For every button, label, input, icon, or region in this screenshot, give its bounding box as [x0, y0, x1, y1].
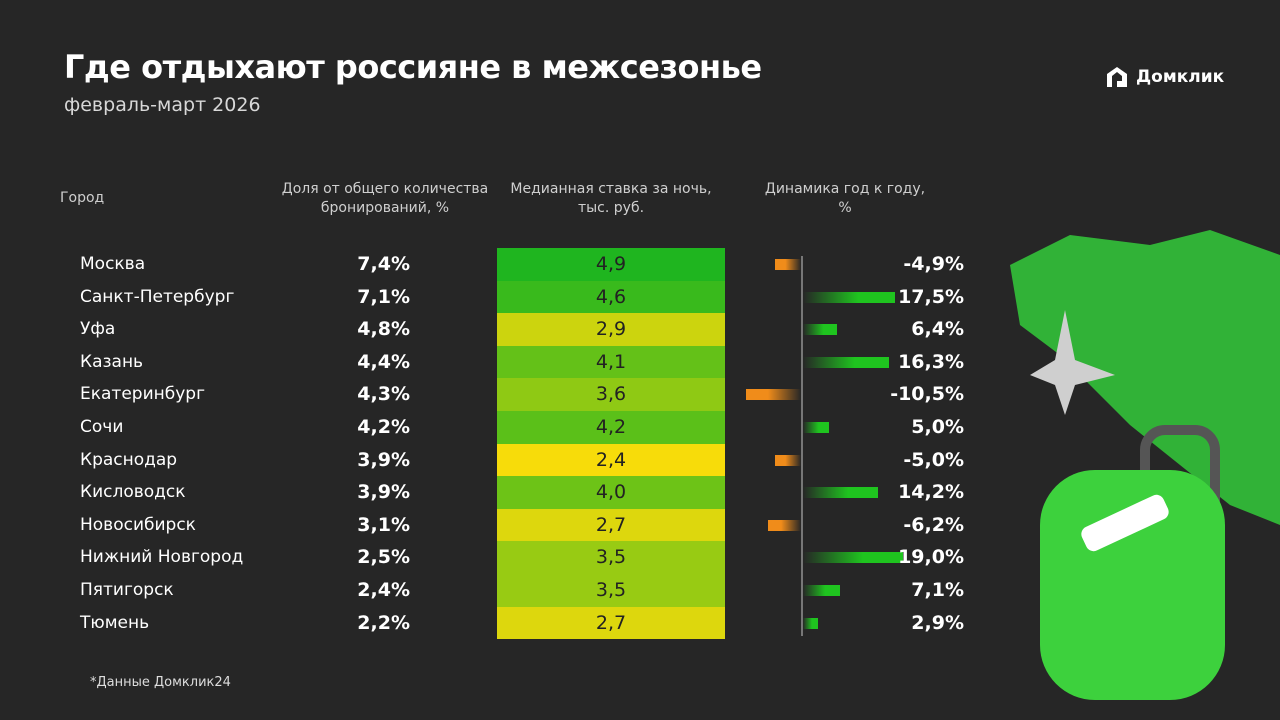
- city-name: Новосибирск: [80, 514, 196, 535]
- rate-cell: 2,4: [497, 443, 725, 477]
- share-value: 2,4%: [357, 579, 410, 601]
- share-value: 4,4%: [357, 350, 410, 373]
- table-row: Краснодар 3,9% 2,4 -5,0%: [0, 443, 1000, 477]
- table-row: Екатеринбург 4,3% 3,6 -10,5%: [0, 378, 1000, 411]
- city-name: Екатеринбург: [80, 384, 206, 405]
- share-value: 3,9%: [357, 481, 410, 504]
- change-value: -5,0%: [903, 448, 964, 471]
- city-name: Москва: [80, 254, 146, 274]
- rate-cell: 3,5: [497, 574, 725, 607]
- column-header-share: Доля от общего количества бронирований, …: [281, 181, 489, 216]
- change-bar: [803, 422, 830, 433]
- city-name: Пятигорск: [80, 580, 174, 600]
- city-name: Кисловодск: [80, 482, 186, 503]
- city-name: Краснодар: [80, 449, 178, 470]
- change-value: 17,5%: [898, 285, 964, 308]
- rate-cell: 3,5: [497, 541, 725, 574]
- city-name: Тюмень: [80, 612, 150, 633]
- change-value: -4,9%: [903, 253, 964, 275]
- share-value: 7,4%: [357, 253, 410, 275]
- table-row: Санкт-Петербург 7,1% 4,6 17,5%: [0, 280, 1000, 314]
- rate-cell: 4,2: [497, 411, 725, 444]
- logo-text: Домклик: [1136, 67, 1225, 87]
- change-value: 19,0%: [898, 546, 964, 569]
- table-row: Уфа 4,8% 2,9 6,4%: [0, 313, 1000, 346]
- share-value: 3,9%: [357, 448, 410, 471]
- change-value: 6,4%: [911, 318, 964, 341]
- change-bar: [768, 519, 801, 531]
- table-row: Казань 4,4% 4,1 16,3%: [0, 345, 1000, 379]
- rate-cell: 2,7: [497, 606, 725, 640]
- change-bar: [803, 617, 819, 629]
- table-row: Москва 7,4% 4,9 -4,9%: [0, 248, 1000, 281]
- star-icon: [1030, 310, 1115, 415]
- table-row: Сочи 4,2% 4,2 5,0%: [0, 411, 1000, 444]
- city-name: Сочи: [80, 417, 124, 437]
- change-value: 14,2%: [898, 481, 964, 504]
- change-value: 7,1%: [911, 579, 964, 601]
- rate-cell: 4,9: [497, 248, 725, 281]
- rate-cell: 2,7: [497, 508, 725, 542]
- city-name: Санкт-Петербург: [80, 286, 235, 307]
- change-bar: [745, 389, 801, 401]
- change-bar: [803, 324, 837, 336]
- rate-cell: 2,9: [497, 313, 725, 346]
- change-value: 2,9%: [911, 611, 964, 634]
- change-value: 5,0%: [911, 416, 964, 438]
- change-bar: [803, 356, 889, 368]
- share-value: 4,8%: [357, 318, 410, 341]
- column-header-rate: Медианная ставка за ночь, тыс. руб.: [510, 181, 712, 216]
- table-row: Новосибирск 3,1% 2,7 -6,2%: [0, 508, 1000, 542]
- change-bar: [803, 291, 895, 303]
- house-logo-icon: [1107, 67, 1127, 87]
- change-bar: [803, 552, 903, 564]
- page-subtitle: февраль-март 2026: [64, 94, 261, 116]
- change-value: 16,3%: [898, 350, 964, 373]
- change-value: -10,5%: [890, 383, 964, 406]
- rate-cell: 4,0: [497, 476, 725, 509]
- rate-cell: 3,6: [497, 378, 725, 411]
- change-value: -6,2%: [903, 513, 964, 536]
- change-bar: [803, 585, 841, 596]
- suitcase-sticker: [1081, 494, 1169, 552]
- illustration: [1010, 230, 1280, 700]
- logo: Домклик: [1104, 64, 1224, 90]
- column-header-change: Динамика год к году, %: [764, 181, 926, 216]
- page-title: Где отдыхают россияне в межсезонье: [64, 48, 762, 86]
- city-name: Нижний Новгород: [80, 547, 244, 568]
- change-bar: [774, 454, 801, 466]
- suitcase-shape: [1040, 470, 1225, 700]
- table-row: Пятигорск 2,4% 3,5 7,1%: [0, 574, 1000, 607]
- rate-cell: 4,1: [497, 345, 725, 379]
- share-value: 7,1%: [357, 285, 410, 308]
- change-bar: [803, 487, 878, 499]
- share-value: 2,5%: [357, 546, 410, 569]
- share-value: 4,3%: [357, 383, 410, 406]
- table-row: Кисловодск 3,9% 4,0 14,2%: [0, 476, 1000, 509]
- rate-cell: 4,6: [497, 280, 725, 314]
- share-value: 4,2%: [357, 416, 410, 438]
- footnote: *Данные Домклик24: [90, 675, 231, 690]
- table-row: Нижний Новгород 2,5% 3,5 19,0%: [0, 541, 1000, 574]
- share-value: 3,1%: [357, 513, 410, 536]
- column-header-city: Город: [60, 190, 105, 206]
- city-name: Казань: [80, 351, 144, 372]
- table-row: Тюмень 2,2% 2,7 2,9%: [0, 606, 1000, 640]
- change-bar: [775, 259, 801, 270]
- share-value: 2,2%: [357, 611, 410, 634]
- zero-axis: [801, 256, 803, 636]
- city-name: Уфа: [80, 319, 116, 340]
